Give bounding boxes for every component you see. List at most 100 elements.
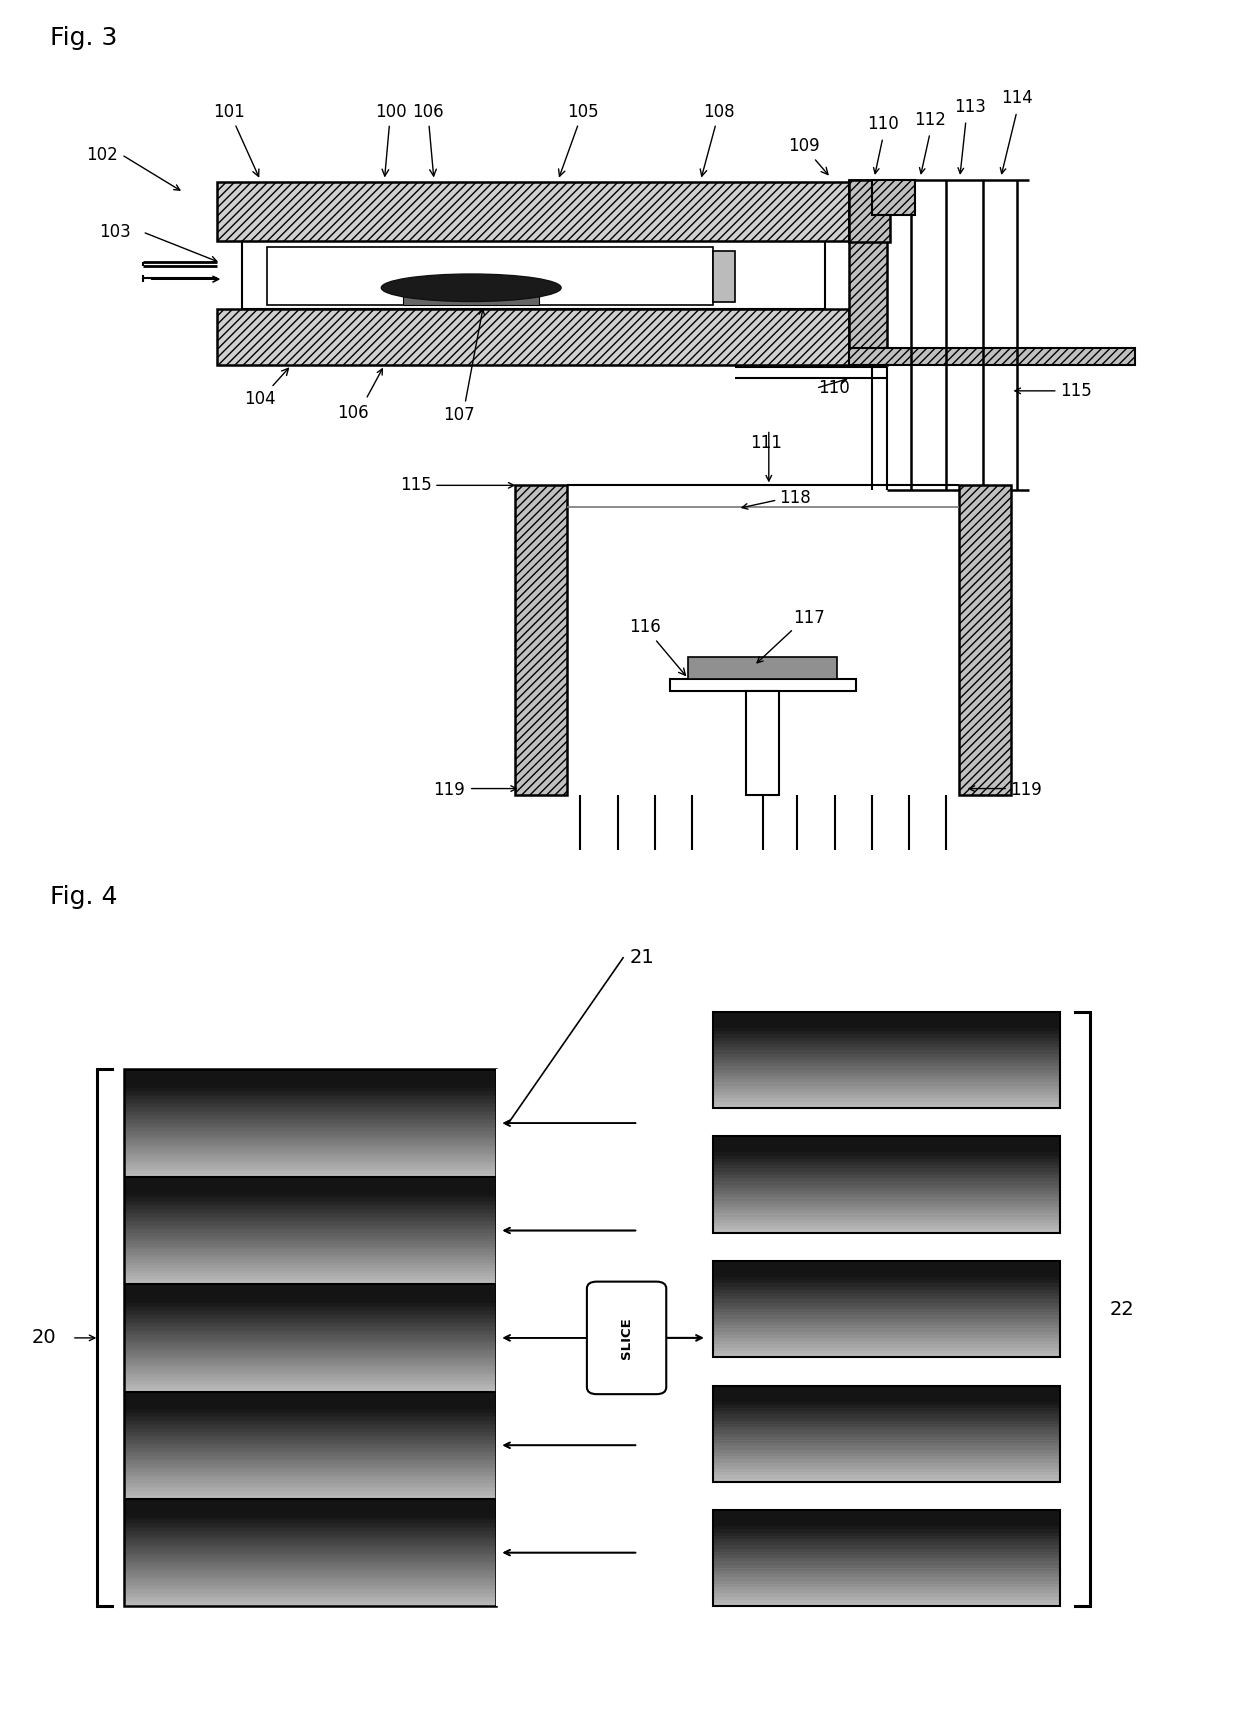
Bar bbox=[713, 1213, 1060, 1216]
Bar bbox=[124, 1139, 496, 1142]
Bar bbox=[124, 1577, 496, 1579]
Bar bbox=[124, 1287, 496, 1290]
Bar bbox=[124, 1234, 496, 1235]
Bar bbox=[124, 1584, 496, 1587]
Bar bbox=[124, 1314, 496, 1316]
Bar bbox=[124, 1548, 496, 1550]
Bar bbox=[713, 1424, 1060, 1428]
Bar bbox=[124, 1081, 496, 1082]
Bar bbox=[124, 1319, 496, 1321]
Bar bbox=[124, 1550, 496, 1553]
Bar bbox=[124, 1378, 496, 1381]
Bar bbox=[713, 1182, 1060, 1185]
Bar bbox=[124, 1072, 496, 1075]
Text: 22: 22 bbox=[1110, 1299, 1135, 1319]
Bar bbox=[124, 1259, 496, 1263]
Bar bbox=[124, 1100, 496, 1101]
Bar bbox=[713, 1325, 1060, 1328]
Bar bbox=[124, 1158, 496, 1161]
Bar bbox=[124, 1266, 496, 1268]
Bar bbox=[124, 1572, 496, 1574]
Bar bbox=[124, 1539, 496, 1543]
Bar bbox=[713, 1543, 1060, 1546]
Bar bbox=[124, 1239, 496, 1240]
Bar bbox=[713, 1019, 1060, 1022]
Bar bbox=[124, 1263, 496, 1266]
Bar bbox=[713, 1179, 1060, 1182]
Bar bbox=[713, 1220, 1060, 1223]
Bar bbox=[124, 1402, 496, 1405]
Text: SLICE: SLICE bbox=[620, 1318, 634, 1359]
Bar bbox=[713, 1443, 1060, 1447]
Bar bbox=[124, 1137, 496, 1139]
Bar bbox=[124, 1302, 496, 1306]
Bar bbox=[713, 1565, 1060, 1569]
Bar bbox=[124, 1359, 496, 1362]
Bar bbox=[124, 1206, 496, 1209]
Bar bbox=[124, 1438, 496, 1440]
Bar bbox=[124, 1493, 496, 1496]
Bar bbox=[713, 1230, 1060, 1234]
Bar bbox=[124, 1349, 496, 1352]
Bar bbox=[124, 1488, 496, 1491]
Text: 116: 116 bbox=[629, 618, 686, 675]
Bar bbox=[124, 1306, 496, 1309]
Text: 115: 115 bbox=[1060, 381, 1092, 400]
Bar bbox=[124, 1560, 496, 1563]
Bar bbox=[403, 295, 539, 306]
Bar bbox=[713, 1022, 1060, 1024]
Bar bbox=[124, 1529, 496, 1531]
Bar bbox=[124, 1474, 496, 1477]
Text: 119: 119 bbox=[433, 782, 465, 799]
Text: 106: 106 bbox=[337, 404, 370, 421]
Bar bbox=[713, 1558, 1060, 1562]
Bar bbox=[124, 1491, 496, 1493]
Bar bbox=[124, 1486, 496, 1488]
Bar bbox=[124, 1424, 496, 1426]
Bar bbox=[713, 1012, 1060, 1108]
Bar bbox=[124, 1507, 496, 1510]
Bar bbox=[124, 1601, 496, 1603]
Bar bbox=[713, 1335, 1060, 1338]
Bar bbox=[713, 1526, 1060, 1529]
Bar bbox=[496, 1069, 663, 1606]
Bar bbox=[713, 1271, 1060, 1273]
Bar bbox=[124, 1196, 496, 1199]
Bar bbox=[124, 1077, 496, 1081]
Bar bbox=[713, 1599, 1060, 1603]
Bar bbox=[713, 1457, 1060, 1459]
Bar bbox=[713, 1264, 1060, 1268]
Bar bbox=[713, 1105, 1060, 1108]
Bar bbox=[124, 1283, 496, 1287]
Bar bbox=[124, 1225, 496, 1228]
Bar bbox=[849, 180, 890, 242]
Bar bbox=[713, 1057, 1060, 1060]
Text: 104: 104 bbox=[244, 368, 289, 409]
Bar bbox=[124, 1593, 496, 1596]
Bar bbox=[713, 1223, 1060, 1227]
Bar bbox=[124, 1297, 496, 1301]
Bar bbox=[713, 1459, 1060, 1462]
Bar bbox=[713, 1194, 1060, 1197]
Text: 110: 110 bbox=[818, 380, 851, 397]
Bar bbox=[124, 1220, 496, 1223]
Bar bbox=[124, 1301, 496, 1302]
Bar bbox=[713, 1045, 1060, 1048]
Bar bbox=[124, 1069, 496, 1606]
Bar bbox=[124, 1075, 496, 1077]
Bar bbox=[713, 1520, 1060, 1522]
Bar bbox=[124, 1477, 496, 1481]
Bar bbox=[242, 241, 825, 309]
Bar bbox=[124, 1469, 496, 1472]
Bar bbox=[713, 1510, 1060, 1606]
Bar bbox=[713, 1075, 1060, 1079]
Bar bbox=[124, 1326, 496, 1330]
Bar bbox=[124, 1536, 496, 1539]
Text: 108: 108 bbox=[701, 103, 735, 177]
Bar bbox=[124, 1321, 496, 1325]
Bar bbox=[124, 1106, 496, 1110]
Bar bbox=[124, 1309, 496, 1311]
Bar bbox=[124, 1448, 496, 1450]
Bar bbox=[124, 1168, 496, 1172]
Bar bbox=[713, 1536, 1060, 1539]
